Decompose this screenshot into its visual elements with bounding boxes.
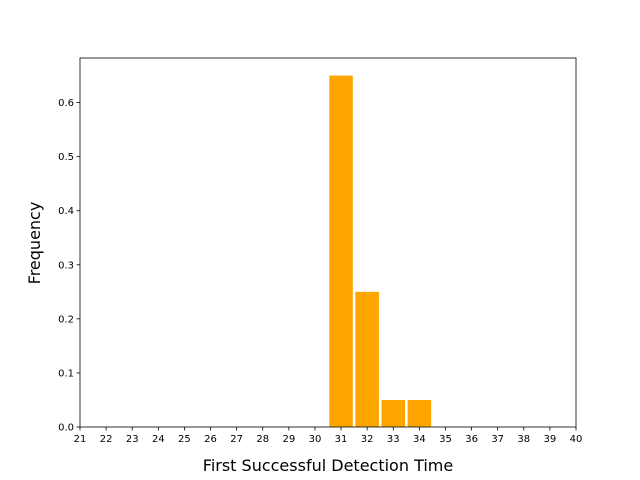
x-tick-label: 39 [544, 434, 557, 445]
x-tick-label: 24 [152, 434, 165, 445]
x-tick-label: 26 [204, 434, 217, 445]
y-tick-label: 0.4 [58, 206, 74, 217]
x-tick-label: 25 [178, 434, 191, 445]
x-tick-label: 27 [230, 434, 243, 445]
x-tick-label: 32 [361, 434, 374, 445]
y-tick-label: 0.6 [58, 98, 74, 109]
x-tick-label: 30 [309, 434, 322, 445]
plot-frame [79, 57, 577, 428]
bar [355, 291, 379, 427]
x-tick-label: 34 [413, 434, 426, 445]
x-tick-label: 28 [256, 434, 269, 445]
y-tick-label: 0.5 [58, 152, 74, 163]
x-tick-label: 36 [465, 434, 478, 445]
y-tick-label: 0.1 [58, 368, 74, 379]
x-tick-label: 38 [517, 434, 530, 445]
x-tick-label: 23 [126, 434, 139, 445]
x-tick-label: 22 [100, 434, 113, 445]
bar [407, 399, 432, 427]
y-tick-label: 0.0 [58, 423, 74, 434]
y-tick-label: 0.2 [58, 314, 74, 325]
x-axis-label: First Successful Detection Time [203, 456, 453, 475]
x-tick-label: 21 [74, 434, 87, 445]
x-tick-label: 33 [387, 434, 400, 445]
x-tick-label: 29 [282, 434, 295, 445]
x-tick-label: 35 [439, 434, 452, 445]
y-axis-label: Frequency [25, 202, 44, 285]
bar [381, 399, 406, 427]
bar [329, 75, 353, 428]
x-tick-label: 31 [335, 434, 348, 445]
x-tick-label: 40 [570, 434, 583, 445]
x-tick-label: 37 [491, 434, 504, 445]
y-tick-label: 0.3 [58, 260, 74, 271]
